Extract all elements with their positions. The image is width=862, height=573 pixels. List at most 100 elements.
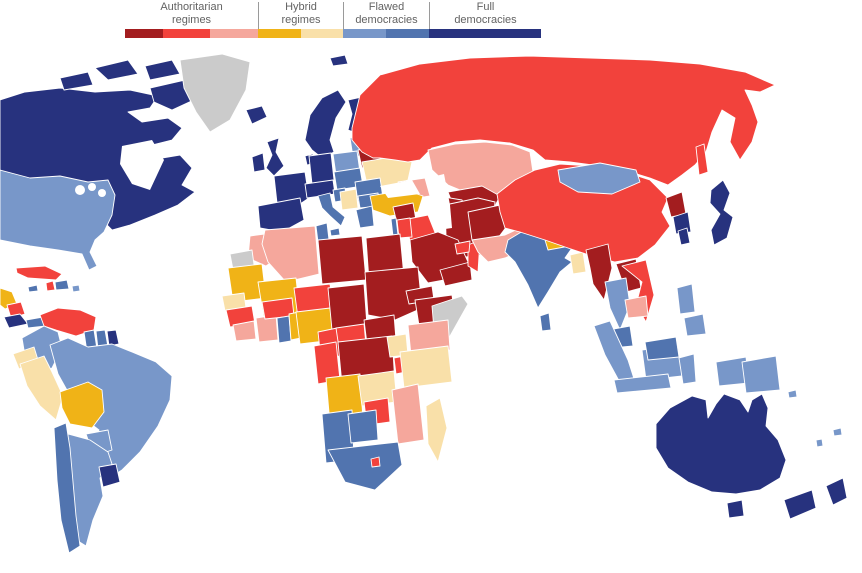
region-new-zealand-south bbox=[783, 489, 817, 520]
great-lakes-water bbox=[98, 189, 106, 197]
region-mongolia bbox=[557, 162, 641, 195]
swatch-full bbox=[429, 29, 541, 38]
legend-group-authoritarian: Authoritarian regimes bbox=[125, 1, 258, 38]
region-new-zealand-north bbox=[825, 477, 848, 506]
region-cambodia bbox=[624, 295, 649, 319]
region-ireland bbox=[251, 152, 266, 173]
legend-label-line: Full bbox=[476, 1, 495, 13]
region-canada-arctic-island bbox=[94, 59, 139, 81]
legend-label-line: Hybrid bbox=[285, 1, 317, 13]
region-uk bbox=[265, 137, 285, 177]
region-usa bbox=[0, 169, 116, 271]
region-french-guiana bbox=[106, 329, 120, 347]
region-uae bbox=[454, 240, 471, 255]
region-iceland bbox=[245, 105, 268, 125]
legend-bar-hybrid bbox=[258, 29, 343, 38]
region-australia bbox=[655, 393, 787, 495]
region-philippines-luzon bbox=[676, 283, 696, 315]
region-taiwan bbox=[677, 227, 691, 246]
region-sierra-leone-liberia bbox=[232, 320, 257, 342]
legend-group-full: Full democracies bbox=[429, 1, 541, 38]
legend-label-flawed: Flawed democracies bbox=[343, 1, 429, 29]
region-uruguay bbox=[98, 463, 121, 488]
region-papua-new-guinea bbox=[741, 355, 781, 394]
region-canada-arctic-island bbox=[59, 71, 94, 91]
region-thailand bbox=[604, 277, 631, 331]
region-bolivia bbox=[59, 381, 105, 429]
swatch-hybrid-light bbox=[301, 29, 343, 38]
region-botswana bbox=[347, 409, 379, 444]
legend-label-authoritarian: Authoritarian regimes bbox=[125, 1, 258, 29]
great-lakes-water bbox=[75, 185, 85, 195]
region-tanzania bbox=[399, 345, 453, 389]
swatch-authoritarian-mid bbox=[163, 29, 210, 38]
region-lesotho bbox=[370, 456, 381, 468]
legend: Authoritarian regimes Hybrid regimes Fla… bbox=[125, 1, 541, 38]
region-norway-sweden bbox=[304, 89, 347, 159]
region-philippines-mindanao bbox=[683, 313, 707, 337]
region-jordan bbox=[396, 217, 413, 239]
region-vanuatu bbox=[815, 438, 824, 448]
legend-label-line: regimes bbox=[281, 14, 321, 26]
region-malaysia-borneo bbox=[644, 336, 680, 361]
legend-bar-full bbox=[429, 29, 541, 38]
hudson-bay-water bbox=[120, 140, 164, 190]
region-balkans-serbia bbox=[339, 188, 359, 211]
region-russia bbox=[351, 55, 776, 186]
region-fiji bbox=[832, 427, 843, 437]
region-costa-rica bbox=[3, 313, 29, 329]
region-kenya bbox=[407, 319, 451, 356]
region-greece bbox=[355, 205, 375, 229]
region-canada-arctic-island bbox=[144, 59, 181, 81]
region-japan bbox=[709, 179, 734, 246]
swatch-authoritarian-light bbox=[210, 29, 258, 38]
legend-label-line: Flawed bbox=[368, 1, 405, 13]
region-ghana bbox=[276, 315, 292, 344]
region-sri-lanka bbox=[539, 312, 552, 332]
swatch-flawed-mid bbox=[386, 29, 429, 38]
region-china bbox=[496, 163, 671, 263]
caspian-sea-water bbox=[428, 174, 452, 230]
region-sakhalin bbox=[695, 143, 709, 176]
water-overlays bbox=[75, 140, 452, 230]
legend-label-line: Authoritarian bbox=[160, 1, 223, 13]
region-bangladesh bbox=[569, 251, 587, 275]
region-south-africa bbox=[327, 441, 403, 491]
legend-bar-flawed bbox=[343, 29, 429, 38]
region-chad bbox=[327, 283, 368, 331]
region-jamaica bbox=[27, 284, 39, 293]
legend-label-line: democracies bbox=[355, 14, 418, 26]
legend-bar-authoritarian bbox=[125, 29, 258, 38]
legend-label-full: Full democracies bbox=[429, 1, 541, 29]
black-sea-water bbox=[380, 180, 420, 198]
region-chile bbox=[53, 422, 81, 554]
swatch-flawed-light bbox=[343, 29, 386, 38]
region-algeria bbox=[261, 225, 320, 283]
region-tasmania bbox=[726, 499, 745, 519]
region-solomon-islands bbox=[787, 389, 798, 399]
legend-label-line: democracies bbox=[454, 14, 517, 26]
swatch-authoritarian-dark bbox=[125, 29, 163, 38]
region-indonesia-java bbox=[613, 373, 672, 394]
great-lakes-water bbox=[88, 183, 96, 191]
region-germany bbox=[308, 152, 335, 185]
region-sudan bbox=[364, 266, 423, 321]
region-haiti bbox=[45, 280, 56, 292]
region-iberia bbox=[257, 197, 305, 233]
region-puerto-rico bbox=[71, 284, 81, 293]
legend-group-hybrid: Hybrid regimes bbox=[258, 1, 343, 38]
legend-group-flawed: Flawed democracies bbox=[343, 1, 429, 38]
region-svalbard bbox=[329, 54, 349, 67]
region-yemen bbox=[439, 261, 473, 287]
swatch-hybrid-mid bbox=[258, 29, 301, 38]
region-afghanistan bbox=[467, 204, 511, 241]
region-mozambique bbox=[391, 383, 425, 445]
region-greenland bbox=[179, 53, 251, 133]
legend-label-line: regimes bbox=[171, 14, 212, 26]
region-sicily bbox=[329, 227, 341, 237]
region-dominican-republic bbox=[54, 279, 70, 291]
region-madagascar bbox=[425, 397, 448, 463]
legend-label-hybrid: Hybrid regimes bbox=[258, 1, 343, 29]
